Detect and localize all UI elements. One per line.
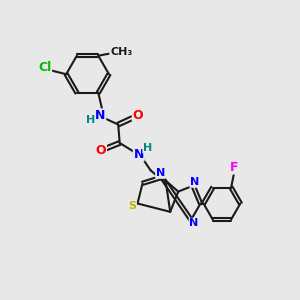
Text: N: N (134, 148, 144, 161)
Text: H: H (85, 116, 95, 125)
Text: N: N (95, 109, 106, 122)
Text: H: H (143, 143, 152, 153)
Text: N: N (190, 177, 199, 187)
Text: CH₃: CH₃ (110, 47, 132, 57)
Text: O: O (133, 109, 143, 122)
Text: Cl: Cl (38, 61, 51, 74)
Text: N: N (189, 218, 199, 228)
Text: O: O (96, 144, 106, 157)
Text: S: S (128, 202, 136, 212)
Text: N: N (156, 168, 165, 178)
Text: F: F (230, 161, 239, 174)
